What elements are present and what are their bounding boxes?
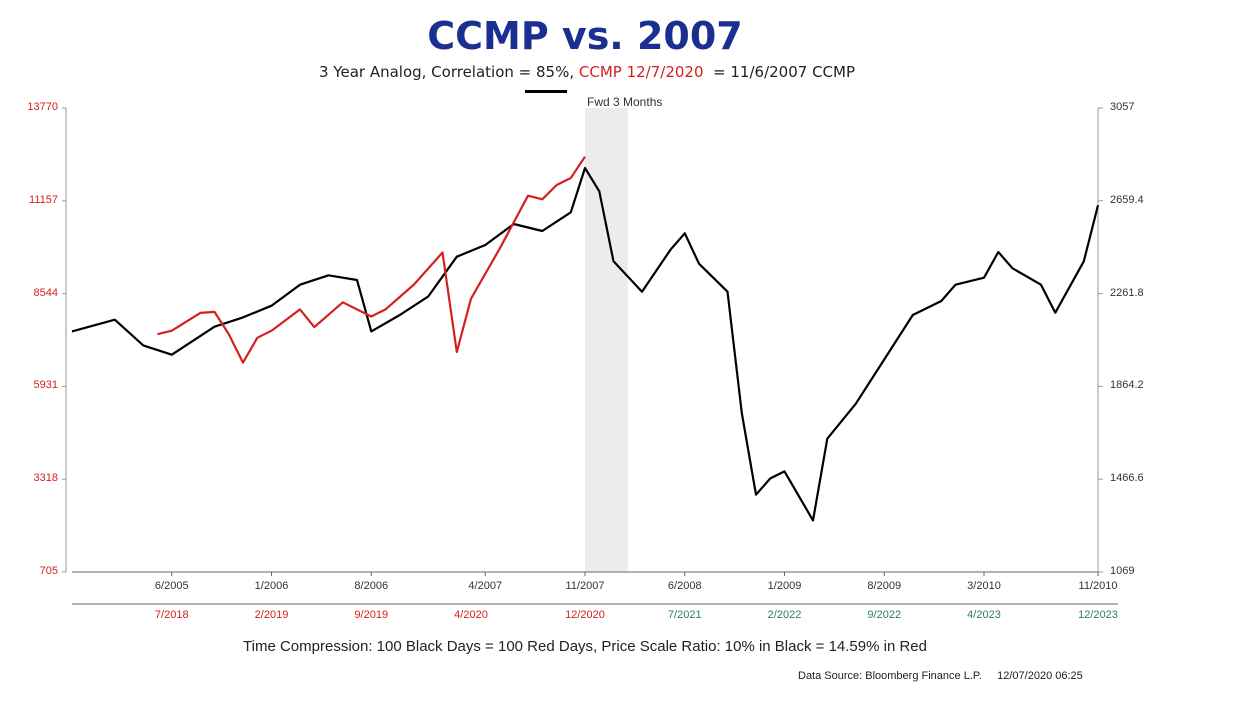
x-tick-black: 8/2009 (867, 580, 902, 592)
x-tick-black: 1/2009 (767, 580, 802, 592)
x-tick-green: 4/2023 (967, 609, 1001, 621)
right-axis-tick: 1864.2 (1110, 379, 1144, 392)
x-tick-green: 12/2023 (1078, 609, 1118, 621)
x-tick-black: 3/2010 (967, 580, 1001, 592)
x-tick-black: 6/2005 (154, 580, 189, 592)
left-axis-tick: 13770 (27, 101, 58, 113)
x-tick-black: 4/2007 (468, 580, 503, 592)
x-tick-red: 7/2018 (154, 609, 189, 621)
x-tick-black: 6/2008 (667, 580, 702, 592)
x-tick-red: 12/2020 (565, 609, 605, 621)
shaded-region-label: Fwd 3 Months (587, 95, 663, 109)
x-tick-green: 9/2022 (867, 609, 902, 621)
series-line-ccmp-2007 (71, 166, 1100, 522)
x-tick-black: 11/2007 (565, 580, 605, 592)
x-tick-black: 11/2010 (1078, 580, 1118, 592)
left-axis-tick: 11157 (29, 193, 58, 206)
left-axis-tick: 705 (39, 565, 58, 577)
subtitle-part3: = 11/6/2007 CCMP (703, 63, 856, 81)
x-tick-red: 4/2020 (454, 609, 488, 621)
left-axis-tick: 3318 (33, 472, 58, 485)
x-tick-black: 1/2006 (254, 580, 289, 592)
left-axis-tick: 8544 (33, 286, 58, 299)
subtitle-red-part: CCMP 12/7/2020 (578, 63, 704, 81)
time-compression-note: Time Compression: 100 Black Days = 100 R… (243, 638, 927, 655)
right-axis-tick: 1069 (1110, 565, 1135, 577)
shaded-region (585, 108, 628, 572)
x-tick-green: 7/2021 (667, 609, 702, 621)
series-line-ccmp-2020 (157, 156, 586, 364)
chart-subtitle: 3 Year Analog, Correlation = 85%, CCMP 1… (0, 63, 1174, 81)
right-axis-tick: 3057 (1110, 101, 1135, 113)
subtitle-part1: 3 Year Analog, Correlation = 85%, (318, 63, 579, 81)
data-source: Data Source: Bloomberg Finance L.P. 12/0… (798, 670, 1083, 682)
legend-black-line (525, 90, 567, 93)
right-axis-tick: 2659.4 (1110, 193, 1144, 206)
x-tick-red: 2/2019 (254, 609, 289, 621)
chart-title: CCMP vs. 2007 (427, 14, 743, 58)
left-axis-tick: 5931 (33, 379, 58, 392)
x-tick-red: 9/2019 (354, 609, 389, 621)
x-tick-green: 2/2022 (767, 609, 802, 621)
right-axis-tick: 1466.6 (1110, 472, 1144, 485)
x-tick-black: 8/2006 (354, 580, 389, 592)
right-axis-tick: 2261.8 (1110, 286, 1144, 299)
